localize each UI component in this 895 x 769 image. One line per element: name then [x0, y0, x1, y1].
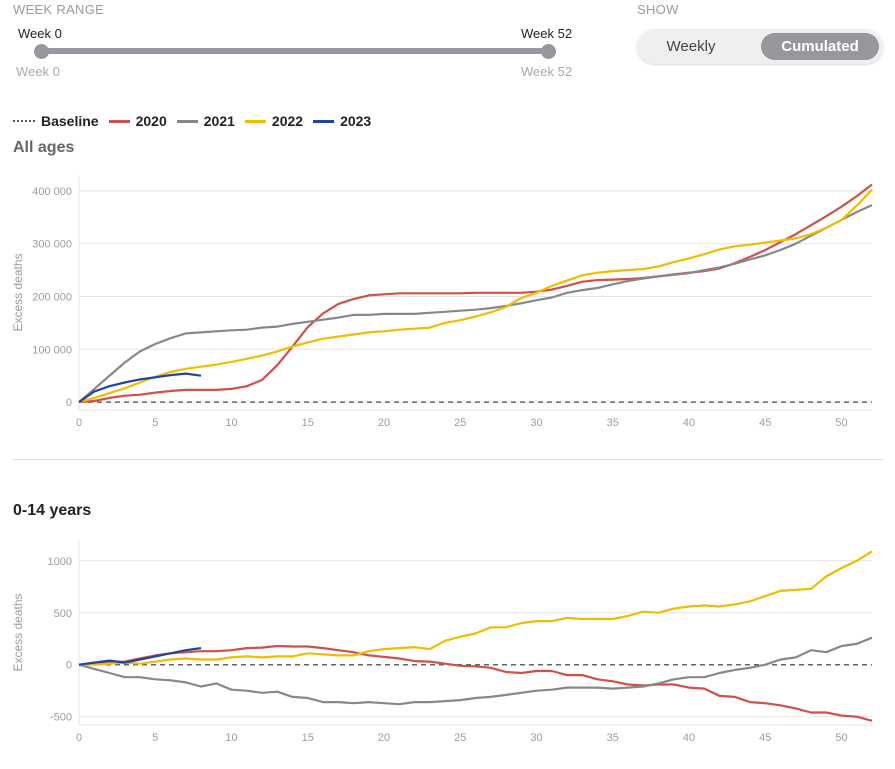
show-toggle: Weekly Cumulated — [637, 29, 883, 64]
x-tick-label: 50 — [835, 732, 847, 744]
x-tick-label: 25 — [454, 417, 466, 429]
y-tick-label: 400 000 — [32, 186, 72, 198]
x-tick-label: 45 — [759, 732, 771, 744]
x-tick-label: 40 — [683, 417, 695, 429]
y-tick-label: 1000 — [48, 556, 72, 568]
x-tick-label: 30 — [530, 417, 542, 429]
x-tick-label: 45 — [759, 417, 771, 429]
y-tick-label: 0 — [66, 397, 72, 409]
x-tick-label: 30 — [530, 732, 542, 744]
legend-2023[interactable]: 2023 — [313, 113, 371, 129]
x-tick-label: 50 — [835, 417, 847, 429]
swatch-icon — [313, 119, 335, 123]
y-tick-label: 500 — [54, 608, 72, 620]
legend-2022[interactable]: 2022 — [244, 113, 304, 129]
series-line-2020 — [78, 644, 873, 722]
series-line-2021 — [78, 636, 873, 706]
x-tick-label: 0 — [76, 732, 82, 744]
series-line-2023 — [78, 372, 202, 404]
week-range-label: WEEK RANGE — [13, 2, 105, 17]
legend-label: 2020 — [135, 113, 167, 129]
series-line-2021 — [78, 204, 873, 403]
weekly-button[interactable]: Weekly — [666, 38, 716, 55]
swatch-icon — [176, 119, 198, 123]
range-end-handle[interactable] — [541, 44, 556, 59]
legend-2020[interactable]: 2020 — [108, 113, 167, 129]
legend-baseline[interactable]: Baseline — [13, 113, 99, 129]
range-end-value: Week 52 — [521, 26, 573, 41]
legend-label: Baseline — [41, 113, 99, 129]
chart-title-0-14: 0-14 years — [13, 502, 92, 519]
x-tick-label: 20 — [378, 732, 390, 744]
x-tick-label: 25 — [454, 732, 466, 744]
cumulated-button[interactable]: Cumulated — [761, 33, 879, 60]
y-axis-label: Excess deaths — [11, 593, 25, 671]
show-label: SHOW — [637, 2, 679, 17]
week-range-slider-track[interactable] — [40, 48, 550, 54]
y-tick-label: 200 000 — [32, 291, 72, 303]
legend-label: 2021 — [203, 113, 235, 129]
range-max-label: Week 52 — [521, 64, 573, 79]
series-line-2023 — [78, 647, 202, 666]
swatch-icon — [108, 119, 130, 123]
x-tick-label: 15 — [302, 417, 314, 429]
x-tick-label: 10 — [225, 732, 237, 744]
legend: Baseline 2020 2021 2022 2023 — [13, 113, 381, 129]
series-line-2022 — [78, 189, 873, 404]
range-start-value: Week 0 — [18, 26, 62, 41]
divider — [13, 459, 884, 460]
x-tick-label: 35 — [607, 417, 619, 429]
x-tick-label: 15 — [302, 732, 314, 744]
y-tick-label: 300 000 — [32, 239, 72, 251]
y-tick-label: -500 — [50, 712, 72, 724]
y-tick-label: 100 000 — [32, 344, 72, 356]
x-tick-label: 5 — [152, 417, 158, 429]
legend-2021[interactable]: 2021 — [176, 113, 235, 129]
legend-label: 2023 — [340, 113, 372, 129]
x-tick-label: 10 — [225, 417, 237, 429]
legend-label: 2022 — [271, 113, 304, 129]
swatch-icon — [244, 119, 266, 123]
x-tick-label: 5 — [152, 732, 158, 744]
chart-title-all-ages: All ages — [13, 139, 75, 156]
x-tick-label: 20 — [378, 417, 390, 429]
y-axis-label: Excess deaths — [11, 253, 25, 331]
series-line-2020 — [78, 183, 873, 404]
x-tick-label: 0 — [76, 417, 82, 429]
range-min-label: Week 0 — [16, 64, 60, 79]
dashed-line-icon — [13, 120, 35, 122]
x-tick-label: 35 — [607, 732, 619, 744]
y-tick-label: 0 — [66, 660, 72, 672]
series-line-2022 — [79, 550, 873, 666]
range-start-handle[interactable] — [34, 44, 49, 59]
x-tick-label: 40 — [683, 732, 695, 744]
